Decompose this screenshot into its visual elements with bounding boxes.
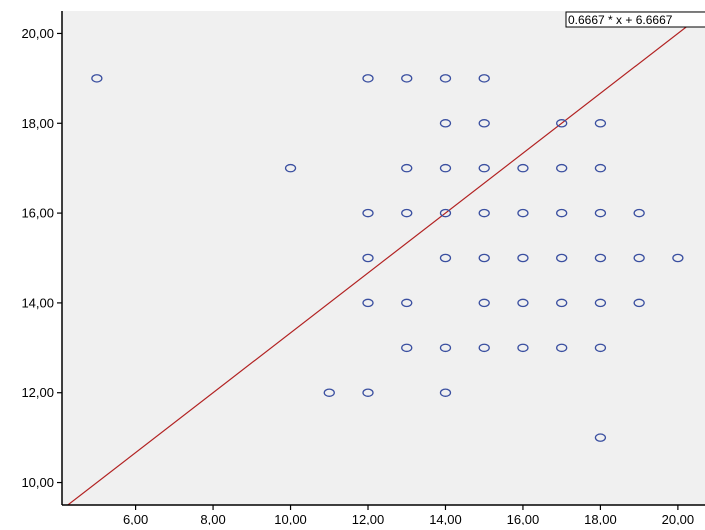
data-points — [91, 74, 684, 442]
data-point — [517, 298, 529, 308]
data-point — [362, 74, 374, 83]
data-point — [323, 388, 335, 397]
data-point — [556, 208, 568, 218]
y-tick-label: 20,00 — [21, 26, 54, 41]
data-point — [439, 163, 452, 173]
data-point — [478, 163, 490, 173]
data-point — [633, 298, 645, 308]
fit-line-layer — [66, 11, 705, 505]
y-tick-label: 12,00 — [21, 385, 54, 400]
equation-label: 0.6667 * x + 6.6667 — [568, 13, 673, 27]
data-point — [517, 343, 529, 353]
data-point — [556, 343, 568, 353]
y-axis-ticks: 10,00 12,00 14,00 16,00 18,00 20,00 — [21, 26, 62, 490]
x-tick-label: 18,00 — [584, 512, 617, 525]
x-tick-label: 12,00 — [352, 512, 385, 525]
data-point — [478, 119, 490, 128]
data-point — [672, 253, 684, 263]
data-point — [401, 298, 413, 308]
data-point — [594, 253, 607, 263]
data-point — [556, 253, 568, 263]
data-point — [556, 163, 568, 173]
data-point — [284, 163, 297, 173]
data-point — [362, 253, 374, 263]
data-point — [439, 388, 452, 397]
y-tick-label: 16,00 — [21, 206, 54, 221]
data-point — [401, 74, 413, 83]
data-point — [517, 208, 529, 218]
data-point — [478, 343, 490, 353]
x-tick-label: 8,00 — [200, 512, 225, 525]
data-point — [594, 298, 607, 308]
data-point — [439, 343, 452, 353]
x-tick-label: 10,00 — [274, 512, 307, 525]
x-tick-label: 20,00 — [662, 512, 695, 525]
x-axis-ticks: 6,00 8,00 10,00 12,00 14,00 16,00 18,00 20,00 — [123, 505, 695, 527]
data-point — [633, 208, 645, 218]
data-point — [478, 208, 490, 218]
data-point — [362, 208, 374, 218]
data-point — [401, 343, 413, 353]
data-point — [517, 163, 529, 173]
data-point — [439, 253, 452, 263]
regression-line — [66, 11, 705, 505]
data-point — [594, 343, 607, 353]
x-tick-label: 16,00 — [507, 512, 540, 525]
data-point — [517, 253, 529, 263]
data-point — [401, 208, 413, 218]
y-tick-label: 10,00 — [21, 475, 54, 490]
equation-box-frame — [565, 11, 705, 28]
data-point — [556, 119, 568, 128]
equation-box: 0.6667 * x + 6.6667 — [565, 11, 705, 28]
data-point — [439, 74, 452, 83]
data-point — [439, 208, 452, 218]
x-tick-label: 14,00 — [429, 512, 462, 525]
data-point — [594, 163, 607, 173]
data-point — [594, 119, 607, 128]
data-point — [478, 298, 490, 308]
data-point — [439, 119, 452, 128]
data-point — [91, 74, 103, 83]
data-point — [633, 253, 645, 263]
y-tick-label: 18,00 — [21, 116, 54, 131]
data-point — [478, 253, 490, 263]
data-point — [594, 433, 607, 442]
data-point — [478, 74, 490, 83]
plot-area — [62, 11, 705, 505]
data-point — [362, 298, 374, 308]
data-point — [401, 163, 413, 173]
y-tick-label: 14,00 — [21, 295, 54, 310]
data-point — [556, 298, 568, 308]
data-point — [594, 208, 607, 218]
data-point — [362, 388, 374, 397]
x-tick-label: 6,00 — [123, 512, 148, 525]
